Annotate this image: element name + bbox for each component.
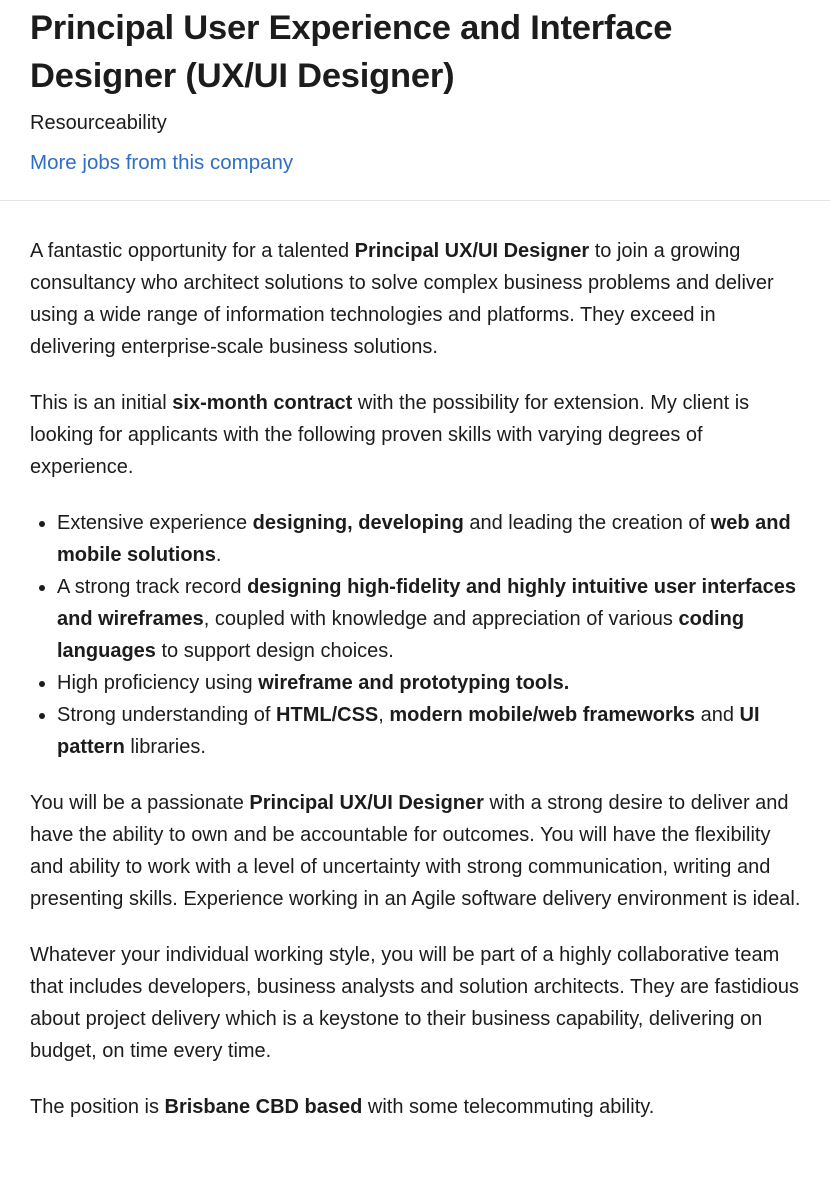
- text: High proficiency using: [57, 672, 259, 694]
- text: with a strong desire to deliver and have…: [30, 792, 801, 910]
- bold-text: six-month contract: [172, 392, 353, 414]
- text: .: [215, 544, 222, 566]
- description-paragraph-intro: A fantastic opportunity for a talented P…: [30, 235, 804, 363]
- text: with some telecommuting ability.: [362, 1096, 655, 1118]
- bold-text: UI pattern: [57, 704, 760, 758]
- list-item: Strong understanding of HTML/CSS, modern…: [57, 699, 804, 763]
- bold-text: modern mobile/web frameworks: [389, 704, 696, 726]
- job-title: Principal User Experience and Interface …: [30, 9, 673, 95]
- bold-text: Principal UX/UI Designer: [249, 792, 484, 814]
- text: and: [695, 704, 740, 726]
- job-header: Principal User Experience and Interface …: [0, 0, 830, 201]
- description-paragraph-contract: This is an initial six-month contract wi…: [30, 387, 804, 483]
- company-name: Resourceability: [30, 112, 167, 134]
- text: This is an initial: [30, 392, 173, 414]
- text: to join a growing consultancy who archit…: [30, 240, 774, 358]
- text: Strong understanding of: [57, 704, 277, 726]
- text: with the possibility for extension. My c…: [30, 392, 750, 478]
- text: A strong track record: [57, 576, 248, 598]
- text: A fantastic opportunity for a talented: [30, 240, 355, 262]
- text: You will be a passionate: [30, 792, 250, 814]
- more-jobs-link[interactable]: More jobs from this company: [30, 151, 294, 174]
- text: , coupled with knowledge and appreciatio…: [203, 608, 679, 630]
- description-paragraph-team: Whatever your individual working style, …: [30, 944, 799, 1062]
- bold-text: web and mobile solutions: [57, 512, 791, 566]
- text: to support design choices.: [155, 640, 394, 662]
- bold-text: HTML/CSS: [276, 704, 379, 726]
- bold-text: wireframe and prototyping tools.: [258, 672, 570, 694]
- list-item: High proficiency using wireframe and pro…: [57, 667, 804, 699]
- bold-text: Brisbane CBD based: [164, 1096, 363, 1118]
- bold-text: designing high-fidelity and highly intui…: [57, 576, 797, 630]
- bold-text: coding languages: [57, 608, 745, 662]
- bold-text: designing, developing: [252, 512, 464, 534]
- description-paragraph-role: You will be a passionate Principal UX/UI…: [30, 787, 804, 915]
- list-item: Extensive experience designing, developi…: [57, 507, 804, 571]
- list-item: A strong track record designing high-fid…: [57, 571, 804, 667]
- job-description: A fantastic opportunity for a talented P…: [0, 201, 830, 1123]
- text: and leading the creation of: [463, 512, 711, 534]
- text: ,: [378, 704, 390, 726]
- text: Extensive experience: [57, 512, 253, 534]
- text: The position is: [30, 1096, 165, 1118]
- text: libraries.: [124, 736, 206, 758]
- bold-text: Principal UX/UI Designer: [354, 240, 590, 262]
- description-paragraph-location: The position is Brisbane CBD based with …: [30, 1091, 804, 1123]
- skills-list: Extensive experience designing, developi…: [30, 507, 804, 763]
